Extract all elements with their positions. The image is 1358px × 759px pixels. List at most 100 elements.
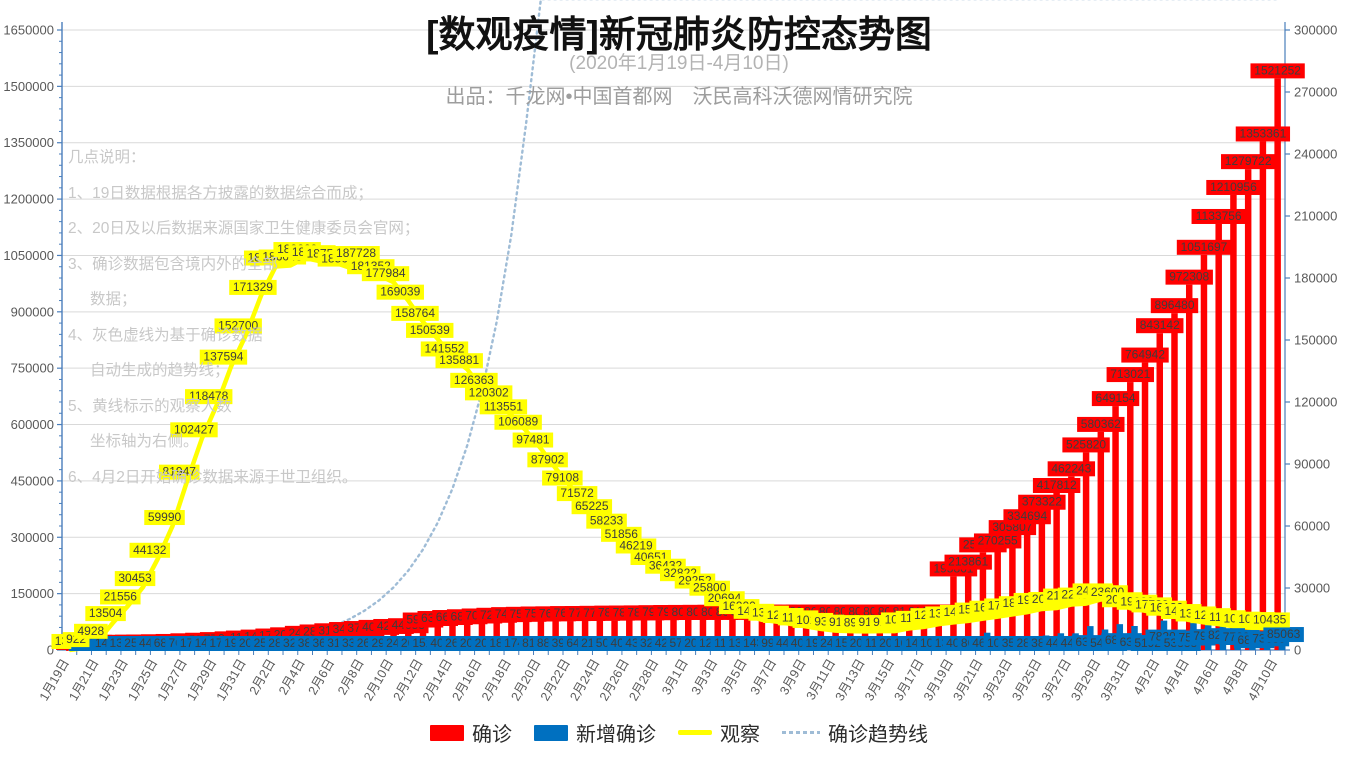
label-confirmed: 764942 [1125,348,1165,362]
label-confirmed: 1353361 [1240,126,1287,140]
y-axis-label-left: 1050000 [3,248,54,263]
label-new-confirmed: 85063 [1267,627,1301,641]
label-observed-bg [332,246,380,262]
bar-confirmed [552,621,559,650]
bar-confirmed [1200,254,1208,650]
y-axis-label-right: 0 [1294,643,1301,658]
chart-legend: 确诊 新增确诊 观察 确诊趋势线 [0,718,1358,747]
x-axis-label: 3月1日 [659,657,691,698]
label-observed-bg [435,353,483,369]
bar-confirmed [847,619,854,650]
bar-confirmed [1230,194,1237,650]
label-confirmed-bg [973,533,1022,549]
y-axis-label-left: 750000 [11,361,54,376]
legend-confirmed[interactable]: 确诊 [430,718,512,747]
bar-confirmed [1053,493,1060,650]
label-confirmed-bg [1136,318,1184,334]
label-confirmed: 896480 [1154,298,1194,312]
x-axis-label: 2月2日 [247,657,279,698]
bar-confirmed [1215,223,1222,650]
y-axis-label-left: 300000 [11,530,54,545]
y-axis-label-right: 240000 [1294,147,1337,162]
label-observed-bg [144,510,185,526]
label-observed-bg [214,318,262,334]
x-axis-label: 3月3日 [689,657,721,698]
label-observed: 44132 [133,543,167,557]
label-observed-bg [464,385,513,401]
label-confirmed-bg [1018,494,1066,510]
bar-confirmed [1023,524,1031,650]
x-axis-label: 4月4日 [1160,657,1192,698]
label-observed: 120302 [469,385,509,399]
bar-confirmed [817,619,825,650]
bar-confirmed [935,619,942,650]
legend-confirmed-swatch [430,724,464,741]
chart-plot-area: 0150000300000450000600000750000900000105… [3,0,1337,703]
label-observed: 87902 [531,452,565,466]
y-axis-label-left: 150000 [11,586,54,601]
legend-new-confirmed[interactable]: 新增确诊 [534,718,656,747]
label-observed: 141552 [424,341,464,355]
bar-confirmed [611,620,618,650]
label-observed-bg [586,513,627,529]
label-confirmed: 334694 [1007,509,1047,523]
label-confirmed-bg [1221,154,1276,170]
bar-confirmed [729,619,736,650]
legend-observed[interactable]: 观察 [678,718,760,747]
label-observed-bg [571,499,613,515]
x-axis-label: 3月9日 [777,657,809,698]
page-subtitle-source: 出品：千龙网•中国首都网 沃民高科沃德网情研究院 [445,86,913,108]
bar-confirmed [743,619,751,650]
x-axis-label: 2月8日 [335,657,367,698]
label-observed-bg [114,571,156,587]
label-observed: 58233 [590,514,624,528]
bar-confirmed [522,621,530,650]
label-confirmed: 972308 [1169,270,1209,284]
bar-confirmed [758,619,766,650]
label-confirmed-bg [1003,509,1051,525]
label-observed-bg [199,349,248,365]
label-observed: 187728 [336,246,376,260]
label-new-confirmed-bg [1263,627,1304,643]
label-confirmed: 525820 [1066,437,1106,451]
bar-confirmed [567,621,574,650]
label-observed-bg [391,305,439,321]
label-observed-bg [74,623,108,639]
y-axis-label-left: 1200000 [3,192,54,207]
label-confirmed: 462243 [1051,461,1091,475]
y-axis-label-left: 1650000 [3,23,54,38]
label-confirmed: 1279722 [1225,154,1272,168]
legend-trendline[interactable]: 确诊趋势线 [782,718,928,747]
label-new-confirmed: 19 [805,636,819,650]
label-confirmed-bg [1121,347,1169,363]
label-observed: 97481 [516,433,550,447]
label-confirmed: 1133756 [1196,209,1242,223]
label-observed-bg [100,589,141,605]
bar-confirmed [640,620,648,650]
label-confirmed-bg [1077,416,1125,432]
label-observed-bg [170,422,218,438]
label-observed-bg [494,414,542,430]
y-axis-label-left: 900000 [11,304,54,319]
label-observed: 59990 [148,510,182,524]
label-observed: 30453 [118,571,152,585]
y-axis-label-right: 120000 [1294,395,1337,410]
bar-confirmed [655,620,663,650]
bar-confirmed [581,621,589,650]
x-axis-label: 2月4日 [276,657,308,698]
y-axis-label-left: 450000 [11,473,54,488]
y-axis-label-left: 1350000 [3,135,54,150]
label-observed-bg [601,526,642,542]
legend-new-confirmed-swatch [534,724,568,741]
legend-confirmed-label: 确诊 [472,724,512,746]
label-observed-bg [615,538,657,554]
label-observed: 79108 [546,471,580,485]
label-observed: 118478 [189,389,228,403]
label-confirmed-bg [1176,239,1232,255]
bar-confirmed [1097,431,1105,650]
y-axis-label-left: 1500000 [3,79,54,94]
label-observed: 25800 [693,581,727,595]
label-observed: 106089 [498,415,538,429]
label-new-confirmed: 20 [879,636,893,650]
